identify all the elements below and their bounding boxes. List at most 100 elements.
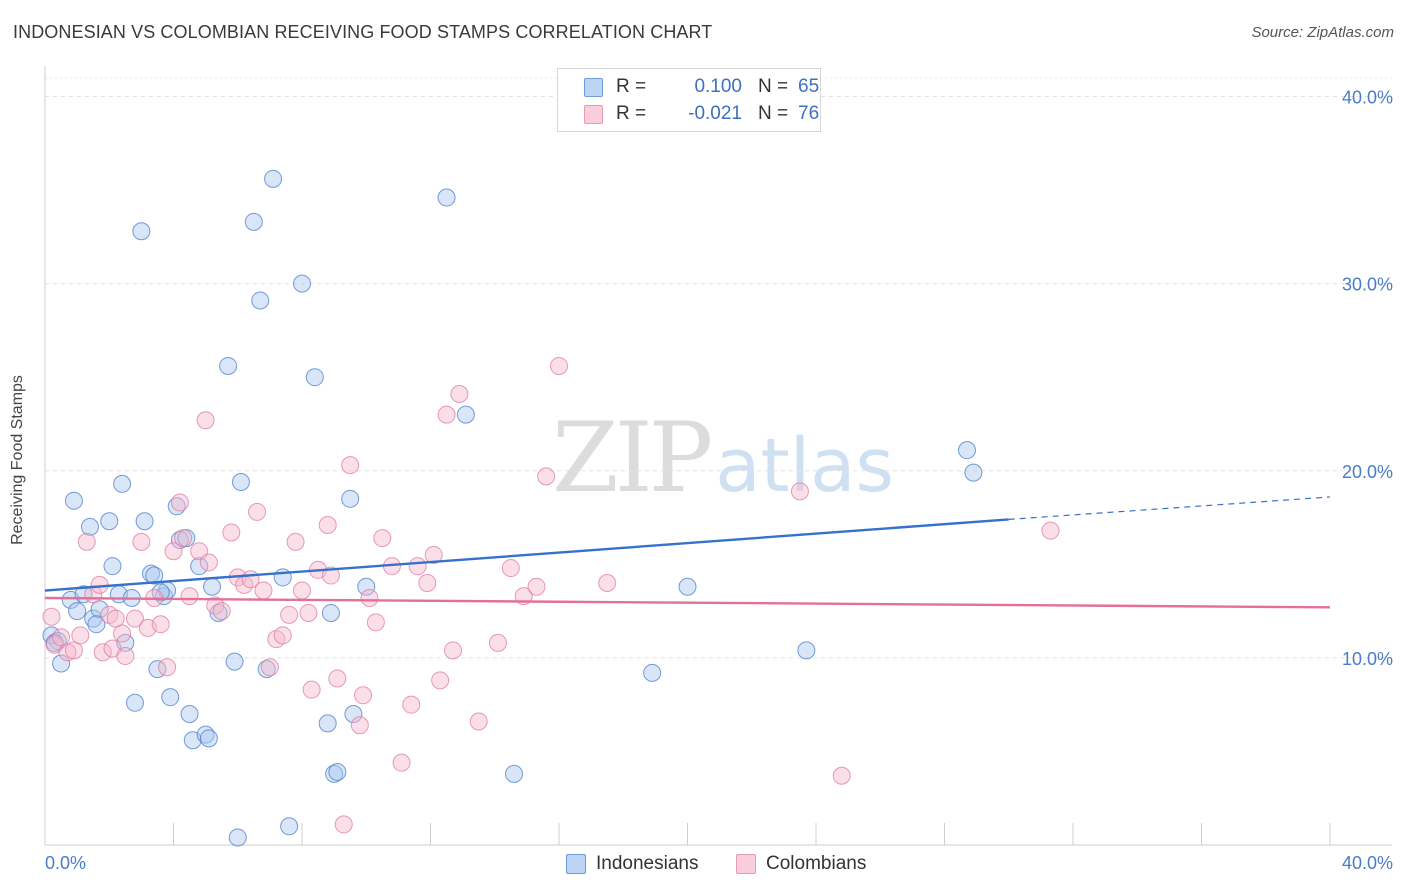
point-colombians xyxy=(58,643,77,662)
point-indonesians xyxy=(219,356,238,375)
point-colombians xyxy=(196,411,215,430)
trend-line-colombians xyxy=(44,596,1331,609)
point-colombians xyxy=(341,456,360,475)
point-colombians xyxy=(321,566,340,585)
point-colombians xyxy=(360,588,379,607)
point-indonesians xyxy=(100,512,119,531)
point-indonesians xyxy=(321,603,340,622)
point-colombians xyxy=(450,385,469,404)
point-colombians xyxy=(443,641,462,660)
point-indonesians xyxy=(87,615,106,634)
point-colombians xyxy=(212,602,231,621)
point-colombians xyxy=(106,609,125,628)
point-colombians xyxy=(164,542,183,561)
point-colombians xyxy=(151,615,170,634)
point-indonesians xyxy=(80,517,99,536)
point-colombians xyxy=(93,643,112,662)
correlation-legend: R = 0.100 N = 65 R = -0.021 N = 76 xyxy=(557,68,821,132)
point-indonesians xyxy=(161,688,180,707)
point-colombians xyxy=(402,695,421,714)
point-colombians xyxy=(318,516,337,535)
point-colombians xyxy=(392,753,411,772)
point-indonesians xyxy=(797,641,816,660)
point-colombians xyxy=(408,557,427,576)
point-colombians xyxy=(328,669,347,688)
point-indonesians xyxy=(244,212,263,231)
grid-lines xyxy=(45,77,1392,659)
trend-line-indonesians-extension xyxy=(1008,496,1331,521)
point-colombians xyxy=(248,502,267,521)
point-colombians xyxy=(174,529,193,548)
source-label: Source: ZipAtlas.com xyxy=(1251,24,1394,41)
point-indonesians xyxy=(264,169,283,188)
point-indonesians xyxy=(228,828,247,847)
point-indonesians xyxy=(68,602,87,621)
point-indonesians xyxy=(341,489,360,508)
trend-lines xyxy=(44,496,1331,609)
point-colombians xyxy=(550,356,568,375)
point-indonesians xyxy=(678,577,697,596)
point-colombians xyxy=(366,613,385,632)
point-colombians xyxy=(293,581,311,600)
y-tick-label: 40.0% xyxy=(1342,88,1393,108)
point-indonesians xyxy=(318,714,337,733)
point-colombians xyxy=(116,647,135,666)
point-colombians xyxy=(302,680,321,699)
point-indonesians xyxy=(64,491,83,510)
legend-r-value: -0.021 xyxy=(688,103,742,124)
point-indonesians xyxy=(180,705,199,724)
point-colombians xyxy=(42,607,61,626)
legend-swatch-indonesians xyxy=(584,78,603,97)
bottom-legend-swatch-colombians xyxy=(736,854,756,874)
point-colombians xyxy=(832,766,851,785)
point-colombians xyxy=(527,577,546,596)
point-indonesians xyxy=(135,512,154,531)
point-indonesians xyxy=(957,441,976,460)
point-indonesians xyxy=(505,764,524,783)
y-tick-label: 20.0% xyxy=(1342,462,1393,482)
point-colombians xyxy=(424,545,443,564)
point-colombians xyxy=(354,686,373,705)
point-colombians xyxy=(273,626,292,645)
point-colombians xyxy=(180,587,199,606)
point-colombians xyxy=(350,716,369,735)
point-indonesians xyxy=(170,530,189,549)
bottom-legend-label: Colombians xyxy=(766,853,867,874)
point-colombians xyxy=(199,553,218,572)
point-colombians xyxy=(222,523,241,542)
point-colombians xyxy=(260,658,279,677)
point-colombians xyxy=(488,633,507,652)
point-colombians xyxy=(373,529,392,548)
legend-n-label: N = xyxy=(758,103,789,124)
point-indonesians xyxy=(113,474,132,493)
point-colombians xyxy=(334,815,353,834)
point-colombians xyxy=(431,671,450,690)
point-indonesians xyxy=(90,600,109,619)
point-indonesians xyxy=(293,274,311,293)
y-tick-label: 10.0% xyxy=(1342,649,1393,669)
point-colombians xyxy=(158,658,177,677)
point-indonesians xyxy=(103,557,122,576)
x-tick-label-end: 40.0% xyxy=(1342,853,1393,873)
bottom-legend-label: Indonesians xyxy=(596,853,699,874)
point-indonesians xyxy=(225,652,244,671)
point-colombians xyxy=(113,624,132,643)
point-indonesians xyxy=(231,472,250,491)
point-colombians xyxy=(280,605,299,624)
point-indonesians xyxy=(132,222,151,241)
point-indonesians xyxy=(190,557,209,576)
point-indonesians xyxy=(125,693,144,712)
point-colombians xyxy=(64,641,83,660)
point-colombians xyxy=(71,626,90,645)
data-points xyxy=(42,169,1060,847)
point-colombians xyxy=(469,712,488,731)
point-indonesians xyxy=(305,368,324,387)
legend-r-value: 0.100 xyxy=(694,76,742,97)
trend-line-indonesians xyxy=(44,518,1009,592)
point-colombians xyxy=(598,574,617,593)
point-colombians xyxy=(52,628,71,647)
point-indonesians xyxy=(328,763,347,782)
point-colombians xyxy=(790,482,809,501)
tick-labels: 10.0% 20.0% 30.0% 40.0% 0.0% 40.0% xyxy=(45,88,1393,874)
